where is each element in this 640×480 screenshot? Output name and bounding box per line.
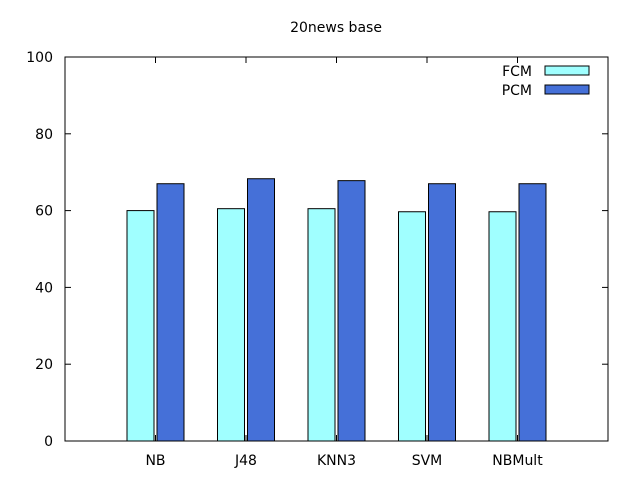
chart-title: 20news base bbox=[290, 20, 382, 36]
bar-pcm-j48 bbox=[247, 178, 275, 442]
bar-fcm-knn3 bbox=[307, 208, 336, 442]
x-tick-label: SVM bbox=[412, 453, 443, 469]
bar-fcm-nbmult bbox=[488, 211, 517, 442]
x-axis: NB J48 KNN3 SVM NBMult bbox=[145, 57, 543, 469]
y-tick-label: 0 bbox=[44, 434, 53, 450]
y-axis: 0 20 40 60 80 100 bbox=[26, 50, 608, 450]
x-tick-label: NBMult bbox=[492, 453, 543, 469]
bar-pcm-nb bbox=[156, 183, 185, 442]
x-tick-label: NB bbox=[145, 453, 165, 469]
bar-pcm-nbmult bbox=[518, 183, 547, 442]
x-tick-label: J48 bbox=[234, 453, 257, 469]
y-tick-label: 80 bbox=[35, 127, 53, 143]
bar-fcm-nb bbox=[126, 210, 155, 442]
y-tick-label: 60 bbox=[35, 204, 53, 220]
bar-pcm-svm bbox=[428, 183, 456, 442]
legend-swatch bbox=[544, 65, 590, 76]
legend: FCM PCM bbox=[502, 64, 590, 99]
legend-swatch bbox=[544, 84, 590, 95]
y-tick-label: 40 bbox=[35, 280, 53, 296]
bar-pcm-knn3 bbox=[337, 180, 366, 442]
y-tick-label: 100 bbox=[26, 50, 53, 66]
legend-label: PCM bbox=[502, 83, 532, 99]
y-tick-label: 20 bbox=[35, 357, 53, 373]
x-tick-label: KNN3 bbox=[317, 453, 356, 469]
legend-label: FCM bbox=[502, 64, 532, 80]
bar-series bbox=[126, 178, 547, 442]
bar-fcm-svm bbox=[398, 211, 426, 442]
bar-fcm-j48 bbox=[217, 208, 245, 442]
